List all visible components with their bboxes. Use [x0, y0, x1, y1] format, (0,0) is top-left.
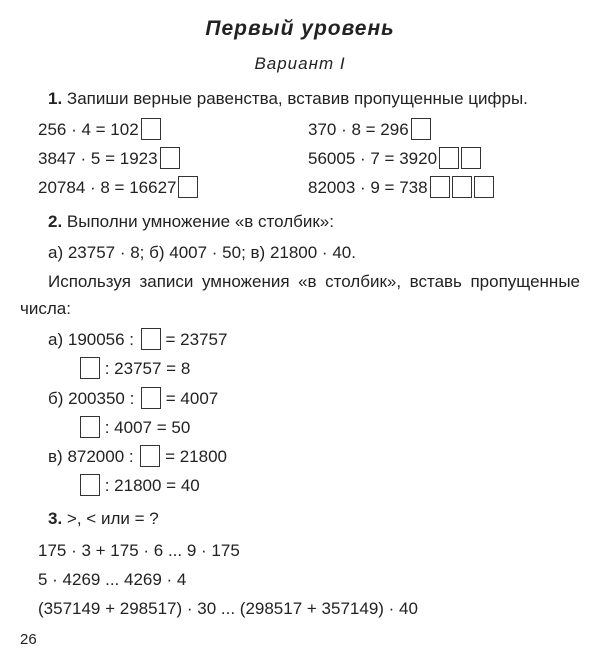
blank-box — [141, 328, 161, 350]
task2-num: 2. — [48, 212, 62, 231]
blank-box — [411, 118, 431, 140]
task2-text1: Выполни умножение «в столбик»: — [67, 212, 334, 231]
eq: 20784 · 8 = 16627 — [38, 178, 176, 197]
variant-label: Вариант I — [20, 50, 580, 77]
sub-c2: : 21800 = 40 — [20, 472, 580, 499]
blank-box — [439, 147, 459, 169]
page-number: 26 — [20, 628, 580, 652]
task1-text: Запиши верные равенства, вставив пропуще… — [67, 89, 528, 108]
eq: 256 · 4 = 102 — [38, 120, 139, 139]
task2-line2: а) 23757 · 8; б) 4007 · 50; в) 21800 · 4… — [20, 239, 580, 266]
blank-box — [80, 416, 100, 438]
task3-text: >, < или = ? — [67, 509, 159, 528]
eq: 370 · 8 = 296 — [308, 120, 409, 139]
task1: 1. Запиши верные равенства, вставив проп… — [20, 85, 580, 112]
task3-num: 3. — [48, 509, 62, 528]
blank-box — [80, 474, 100, 496]
eq: 82003 · 9 = 738 — [308, 178, 428, 197]
blank-box — [141, 387, 161, 409]
eq-row: 3847 · 5 = 1923 56005 · 7 = 3920 — [20, 145, 580, 172]
sub-b2: : 4007 = 50 — [20, 414, 580, 441]
eq-row: 256 · 4 = 102 370 · 8 = 296 — [20, 116, 580, 143]
blank-box — [430, 176, 450, 198]
blank-box — [452, 176, 472, 198]
task3: 3. >, < или = ? — [20, 505, 580, 532]
task2: 2. Выполни умножение «в столбик»: — [20, 208, 580, 235]
task1-num: 1. — [48, 89, 62, 108]
task3-line2: 5 · 4269 ... 4269 · 4 — [20, 566, 580, 593]
sub-a2: : 23757 = 8 — [20, 355, 580, 382]
blank-box — [474, 176, 494, 198]
blank-box — [160, 147, 180, 169]
blank-box — [140, 445, 160, 467]
task3-line1: 175 · 3 + 175 · 6 ... 9 · 175 — [20, 537, 580, 564]
blank-box — [80, 357, 100, 379]
blank-box — [178, 176, 198, 198]
sub-c1: в) 872000 : = 21800 — [20, 443, 580, 470]
task2-text3: Используя записи умножения «в столбик», … — [20, 268, 580, 322]
blank-box — [461, 147, 481, 169]
eq: 56005 · 7 = 3920 — [308, 149, 437, 168]
eq-row: 20784 · 8 = 16627 82003 · 9 = 738 — [20, 174, 580, 201]
eq: 3847 · 5 = 1923 — [38, 149, 158, 168]
blank-box — [141, 118, 161, 140]
sub-a1: а) 190056 : = 23757 — [20, 326, 580, 353]
sub-b1: б) 200350 : = 4007 — [20, 385, 580, 412]
task3-line3: (357149 + 298517) · 30 ... (298517 + 357… — [20, 595, 580, 622]
level-title: Первый уровень — [20, 12, 580, 46]
